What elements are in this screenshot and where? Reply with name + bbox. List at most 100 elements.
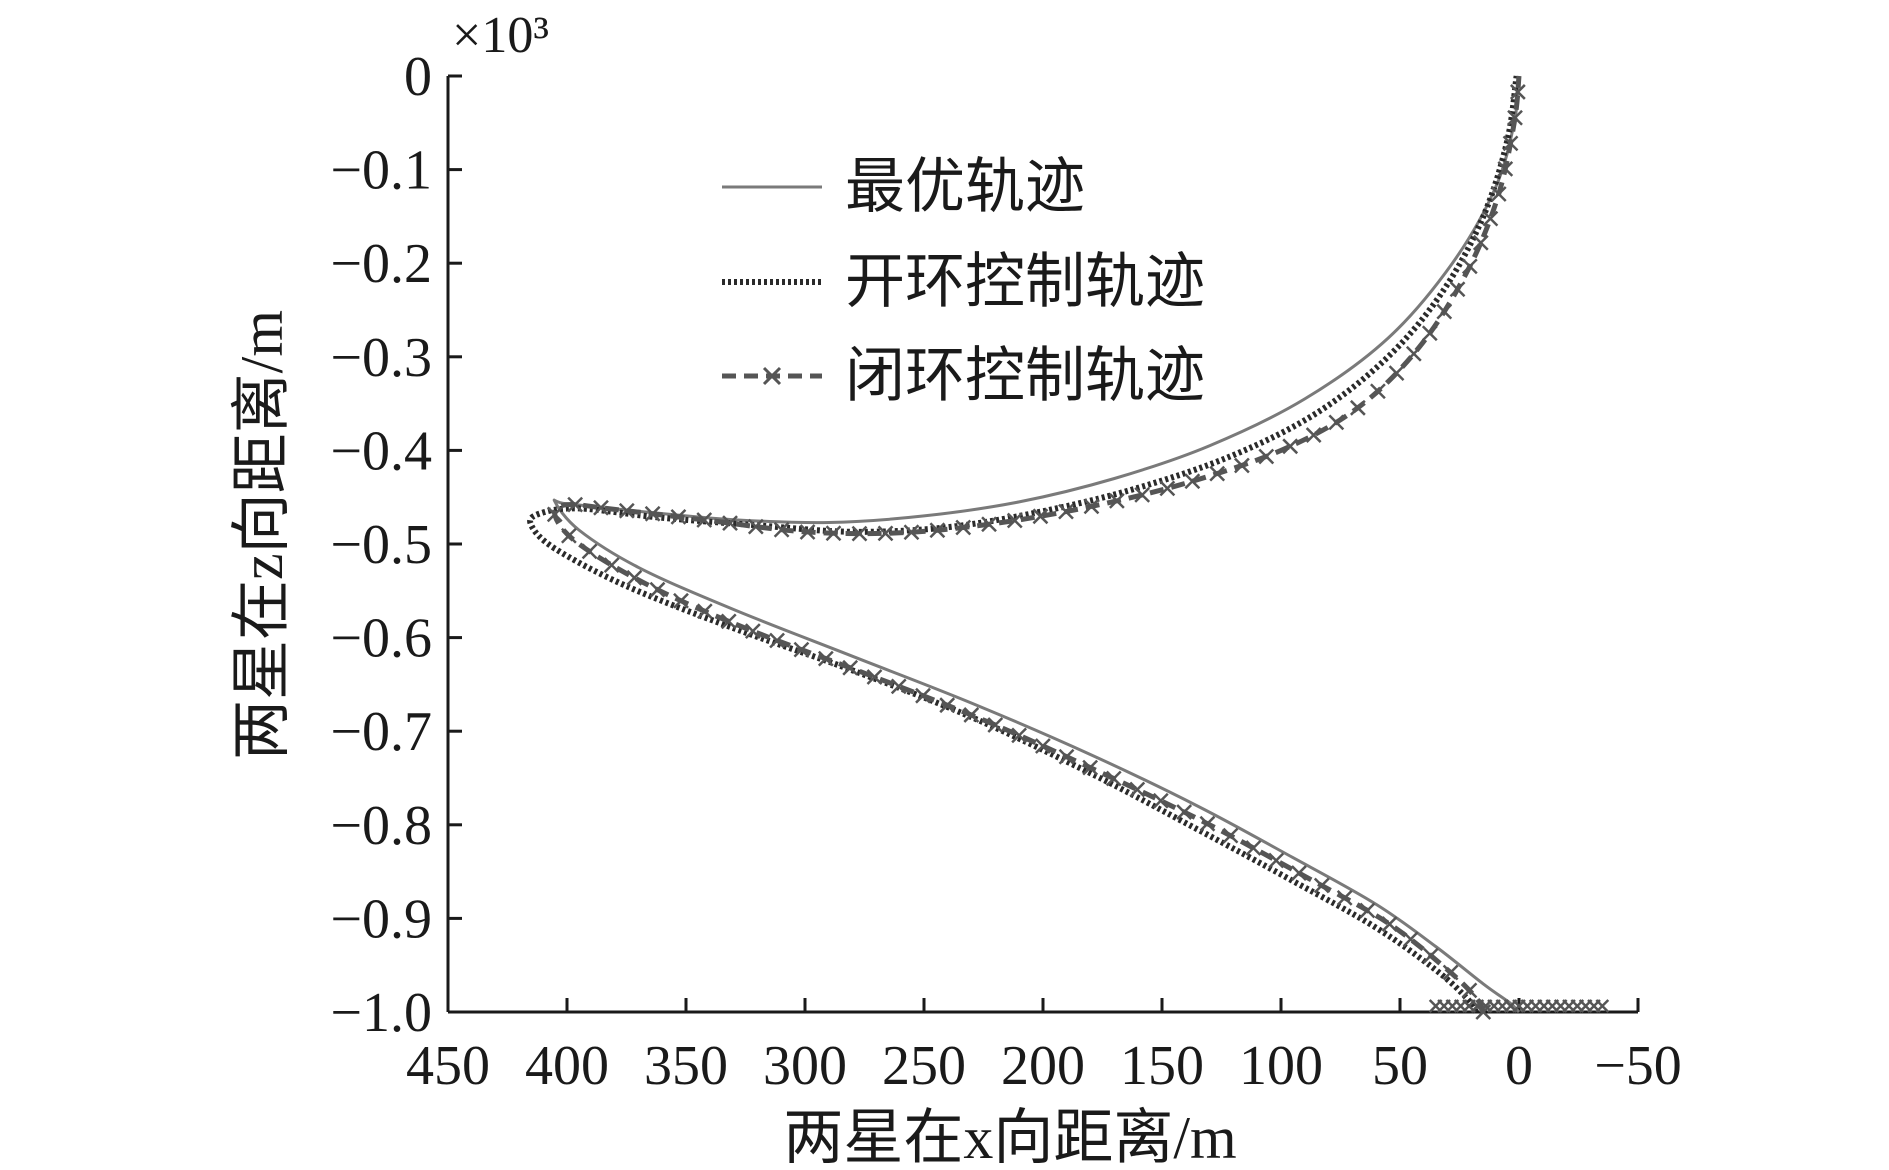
x-tick-label: 100: [1239, 1035, 1323, 1097]
series-marker-x: [1032, 508, 1049, 525]
series-marker-x: [1359, 902, 1376, 919]
series-marker-x: [1176, 804, 1193, 820]
series-marker-x: [1449, 281, 1466, 298]
series-marker-x: [744, 623, 761, 640]
series-marker-x: [1082, 759, 1099, 776]
x-tick-label: 50: [1372, 1035, 1428, 1097]
series-marker-x: [877, 525, 894, 542]
series-marker-x: [603, 557, 620, 573]
series-marker-x: [1184, 473, 1201, 490]
series-marker-x: [1507, 109, 1523, 126]
series-marker-x: [546, 506, 563, 523]
series-marker-x: [1349, 399, 1366, 416]
legend: 最优轨迹 开环控制轨迹 闭环控制轨迹: [722, 154, 1205, 409]
series-marker-x: [1222, 827, 1239, 844]
series-marker-x: [1129, 781, 1146, 798]
series-marker-x: [720, 613, 737, 630]
legend-label-closed-loop: 闭环控制轨迹: [845, 343, 1205, 409]
series-marker-x: [1258, 448, 1275, 465]
series-marker-x: [626, 569, 643, 586]
y-tick-label: −0.7: [330, 701, 432, 763]
legend-label-optimal: 最优轨迹: [845, 154, 1085, 220]
x-tick-label: 200: [1001, 1035, 1085, 1097]
series-line-optimal: [552, 75, 1521, 1014]
series-marker-x: [1291, 865, 1307, 881]
series-marker-x: [1402, 931, 1419, 948]
x-tick-label: 150: [1120, 1035, 1204, 1097]
series-marker-x: [890, 678, 907, 695]
series-marker-x: [581, 543, 598, 560]
series-marker-x: [1159, 480, 1176, 497]
series-marker-x: [981, 516, 997, 533]
series-marker-x: [773, 521, 790, 538]
series-marker-x: [793, 641, 810, 658]
series-marker-x: [696, 603, 713, 620]
series-marker-x: [1370, 383, 1386, 400]
series-marker-x: [799, 524, 816, 540]
x-tick-label: 300: [763, 1035, 847, 1097]
series-marker-x: [1442, 964, 1459, 981]
series-marker-x: [939, 697, 956, 714]
series-marker-x: [1152, 792, 1169, 809]
x-tick-label: 0: [1505, 1035, 1533, 1097]
series-marker-x: [560, 527, 577, 544]
y-axis-title: 两星在z向距离/m: [229, 310, 295, 760]
series-marker-x: [1305, 427, 1322, 443]
x-tick-label: 250: [882, 1035, 966, 1097]
series-marker-x: [1461, 258, 1478, 275]
series-marker-x: [567, 496, 584, 513]
series-marker-x: [1490, 186, 1507, 202]
y-exponent-label: ×10³: [452, 7, 549, 64]
series-marker-x: [618, 502, 635, 519]
series-marker-x: [1509, 84, 1526, 100]
series-marker-x: [1245, 840, 1262, 856]
end-marker-cluster: [1428, 999, 1610, 1013]
series-marker-x: [915, 687, 931, 704]
series-marker-x: [649, 581, 666, 598]
series-marker-x: [1405, 345, 1422, 362]
y-tick-label: −0.4: [330, 420, 432, 482]
series-marker-x: [1268, 852, 1285, 869]
series-marker-x: [1421, 325, 1438, 342]
series-marker-x: [1058, 503, 1074, 520]
y-tick-label: −0.3: [330, 327, 432, 389]
x-tick-label: 350: [644, 1035, 728, 1097]
series-group: [527, 75, 1610, 1020]
x-axis-title: 两星在x向距离/m: [783, 1105, 1236, 1170]
series-marker-x: [955, 519, 972, 536]
y-tick-label: −0.1: [330, 140, 432, 202]
series-marker-x: [1461, 982, 1478, 999]
series-marker-x: [1282, 438, 1299, 455]
series-marker-x: [670, 508, 687, 525]
series-marker-x: [1482, 210, 1499, 227]
series-marker-x: [1313, 877, 1330, 894]
series-marker-x: [1209, 465, 1226, 482]
series-marker-x: [1472, 234, 1489, 251]
series-marker-x: [903, 524, 920, 541]
y-tick-label: −0.8: [330, 795, 432, 857]
legend-label-open-loop: 开环控制轨迹: [845, 249, 1205, 315]
y-tick-label: 0: [404, 46, 432, 108]
series-marker-x: [673, 592, 689, 609]
series-marker-x: [963, 707, 980, 723]
y-tick-label: −0.6: [330, 608, 432, 670]
series-marker-x: [1502, 135, 1519, 152]
series-marker-x: [1083, 498, 1100, 515]
series-marker-x: [1105, 770, 1122, 787]
series-marker-x: [825, 525, 842, 542]
series-marker-x: [1436, 303, 1453, 320]
series-marker-x: [593, 499, 609, 516]
series-marker-x: [1006, 512, 1023, 529]
series-marker-x: [1336, 889, 1353, 906]
series-marker-x: [1058, 748, 1075, 765]
series-marker-x: [842, 659, 859, 676]
y-tick-label: −1.0: [330, 982, 432, 1044]
series-marker-x: [866, 669, 883, 685]
series-marker-x: [851, 525, 868, 542]
series-marker-x: [1134, 487, 1151, 503]
series-marker-x: [722, 515, 738, 532]
series-line-open-loop: [527, 75, 1520, 1014]
series-marker-x: [817, 650, 834, 667]
series-marker-x: [644, 505, 661, 522]
